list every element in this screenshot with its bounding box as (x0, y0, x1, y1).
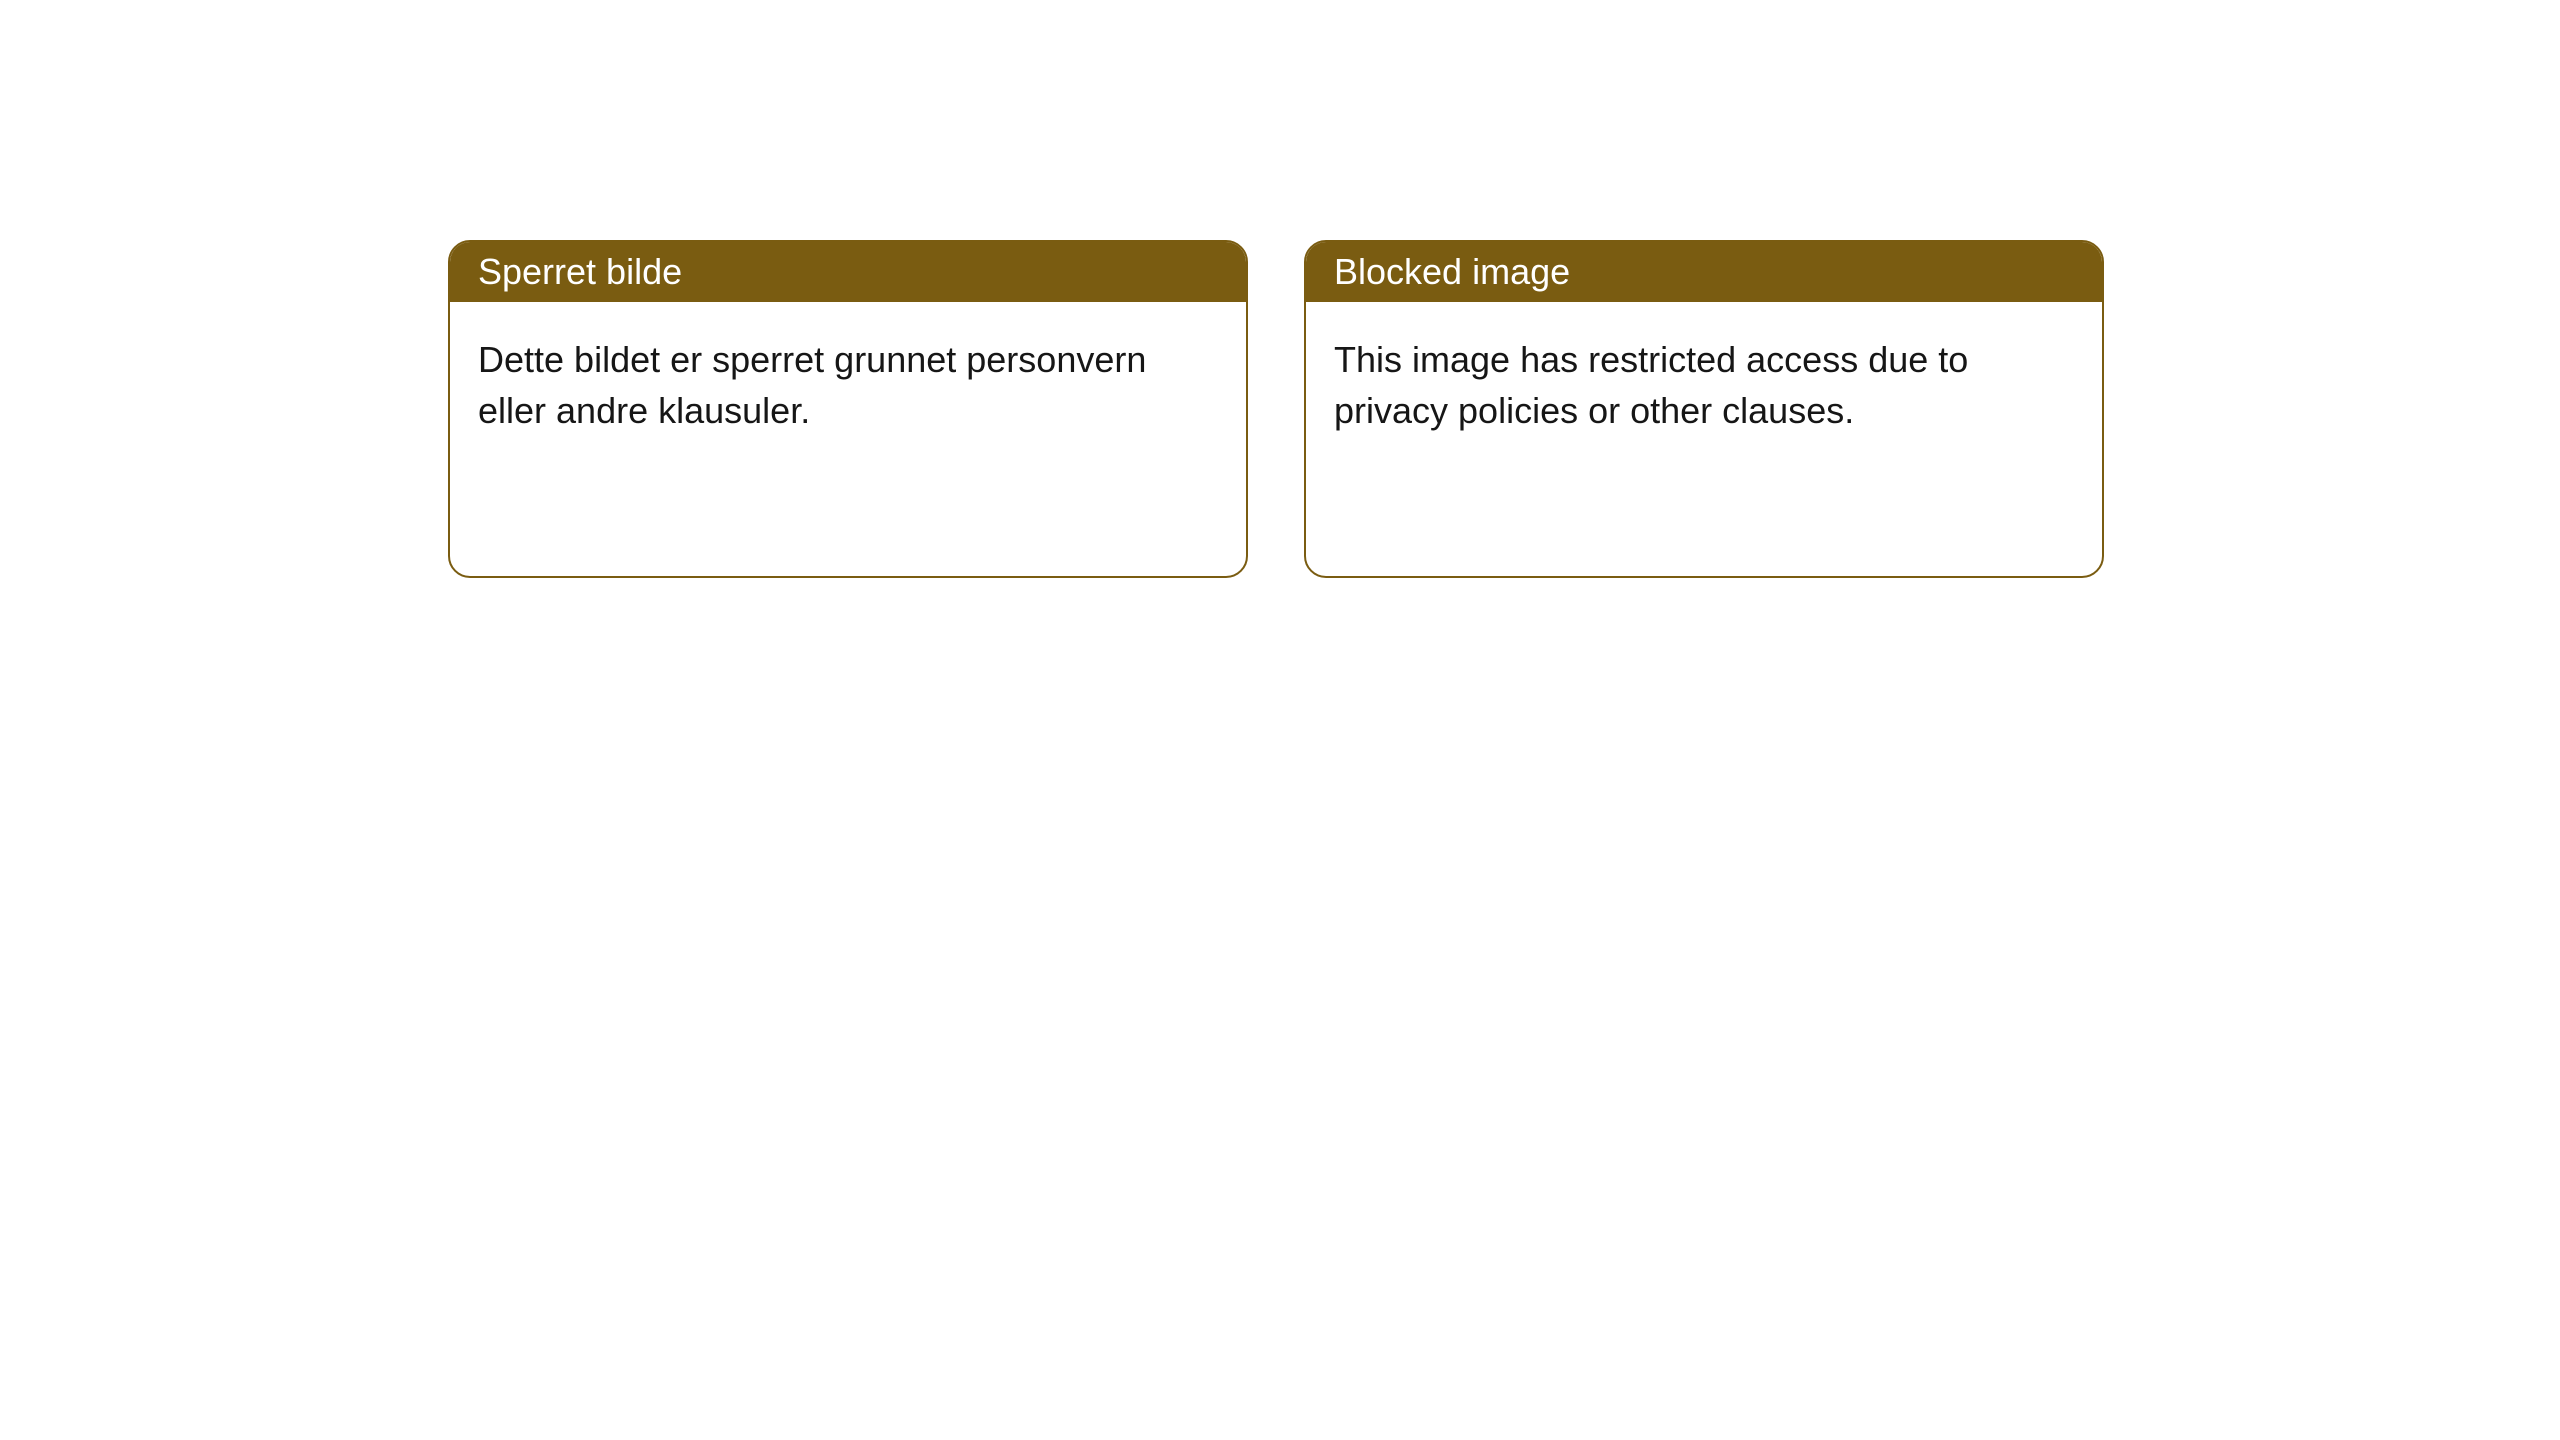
notice-card-english: Blocked image This image has restricted … (1304, 240, 2104, 578)
notice-header: Blocked image (1306, 242, 2102, 302)
notice-body: This image has restricted access due to … (1306, 302, 2102, 437)
notice-card-norwegian: Sperret bilde Dette bildet er sperret gr… (448, 240, 1248, 578)
notice-body: Dette bildet er sperret grunnet personve… (450, 302, 1246, 437)
notice-header: Sperret bilde (450, 242, 1246, 302)
blocked-image-notices: Sperret bilde Dette bildet er sperret gr… (448, 240, 2104, 578)
